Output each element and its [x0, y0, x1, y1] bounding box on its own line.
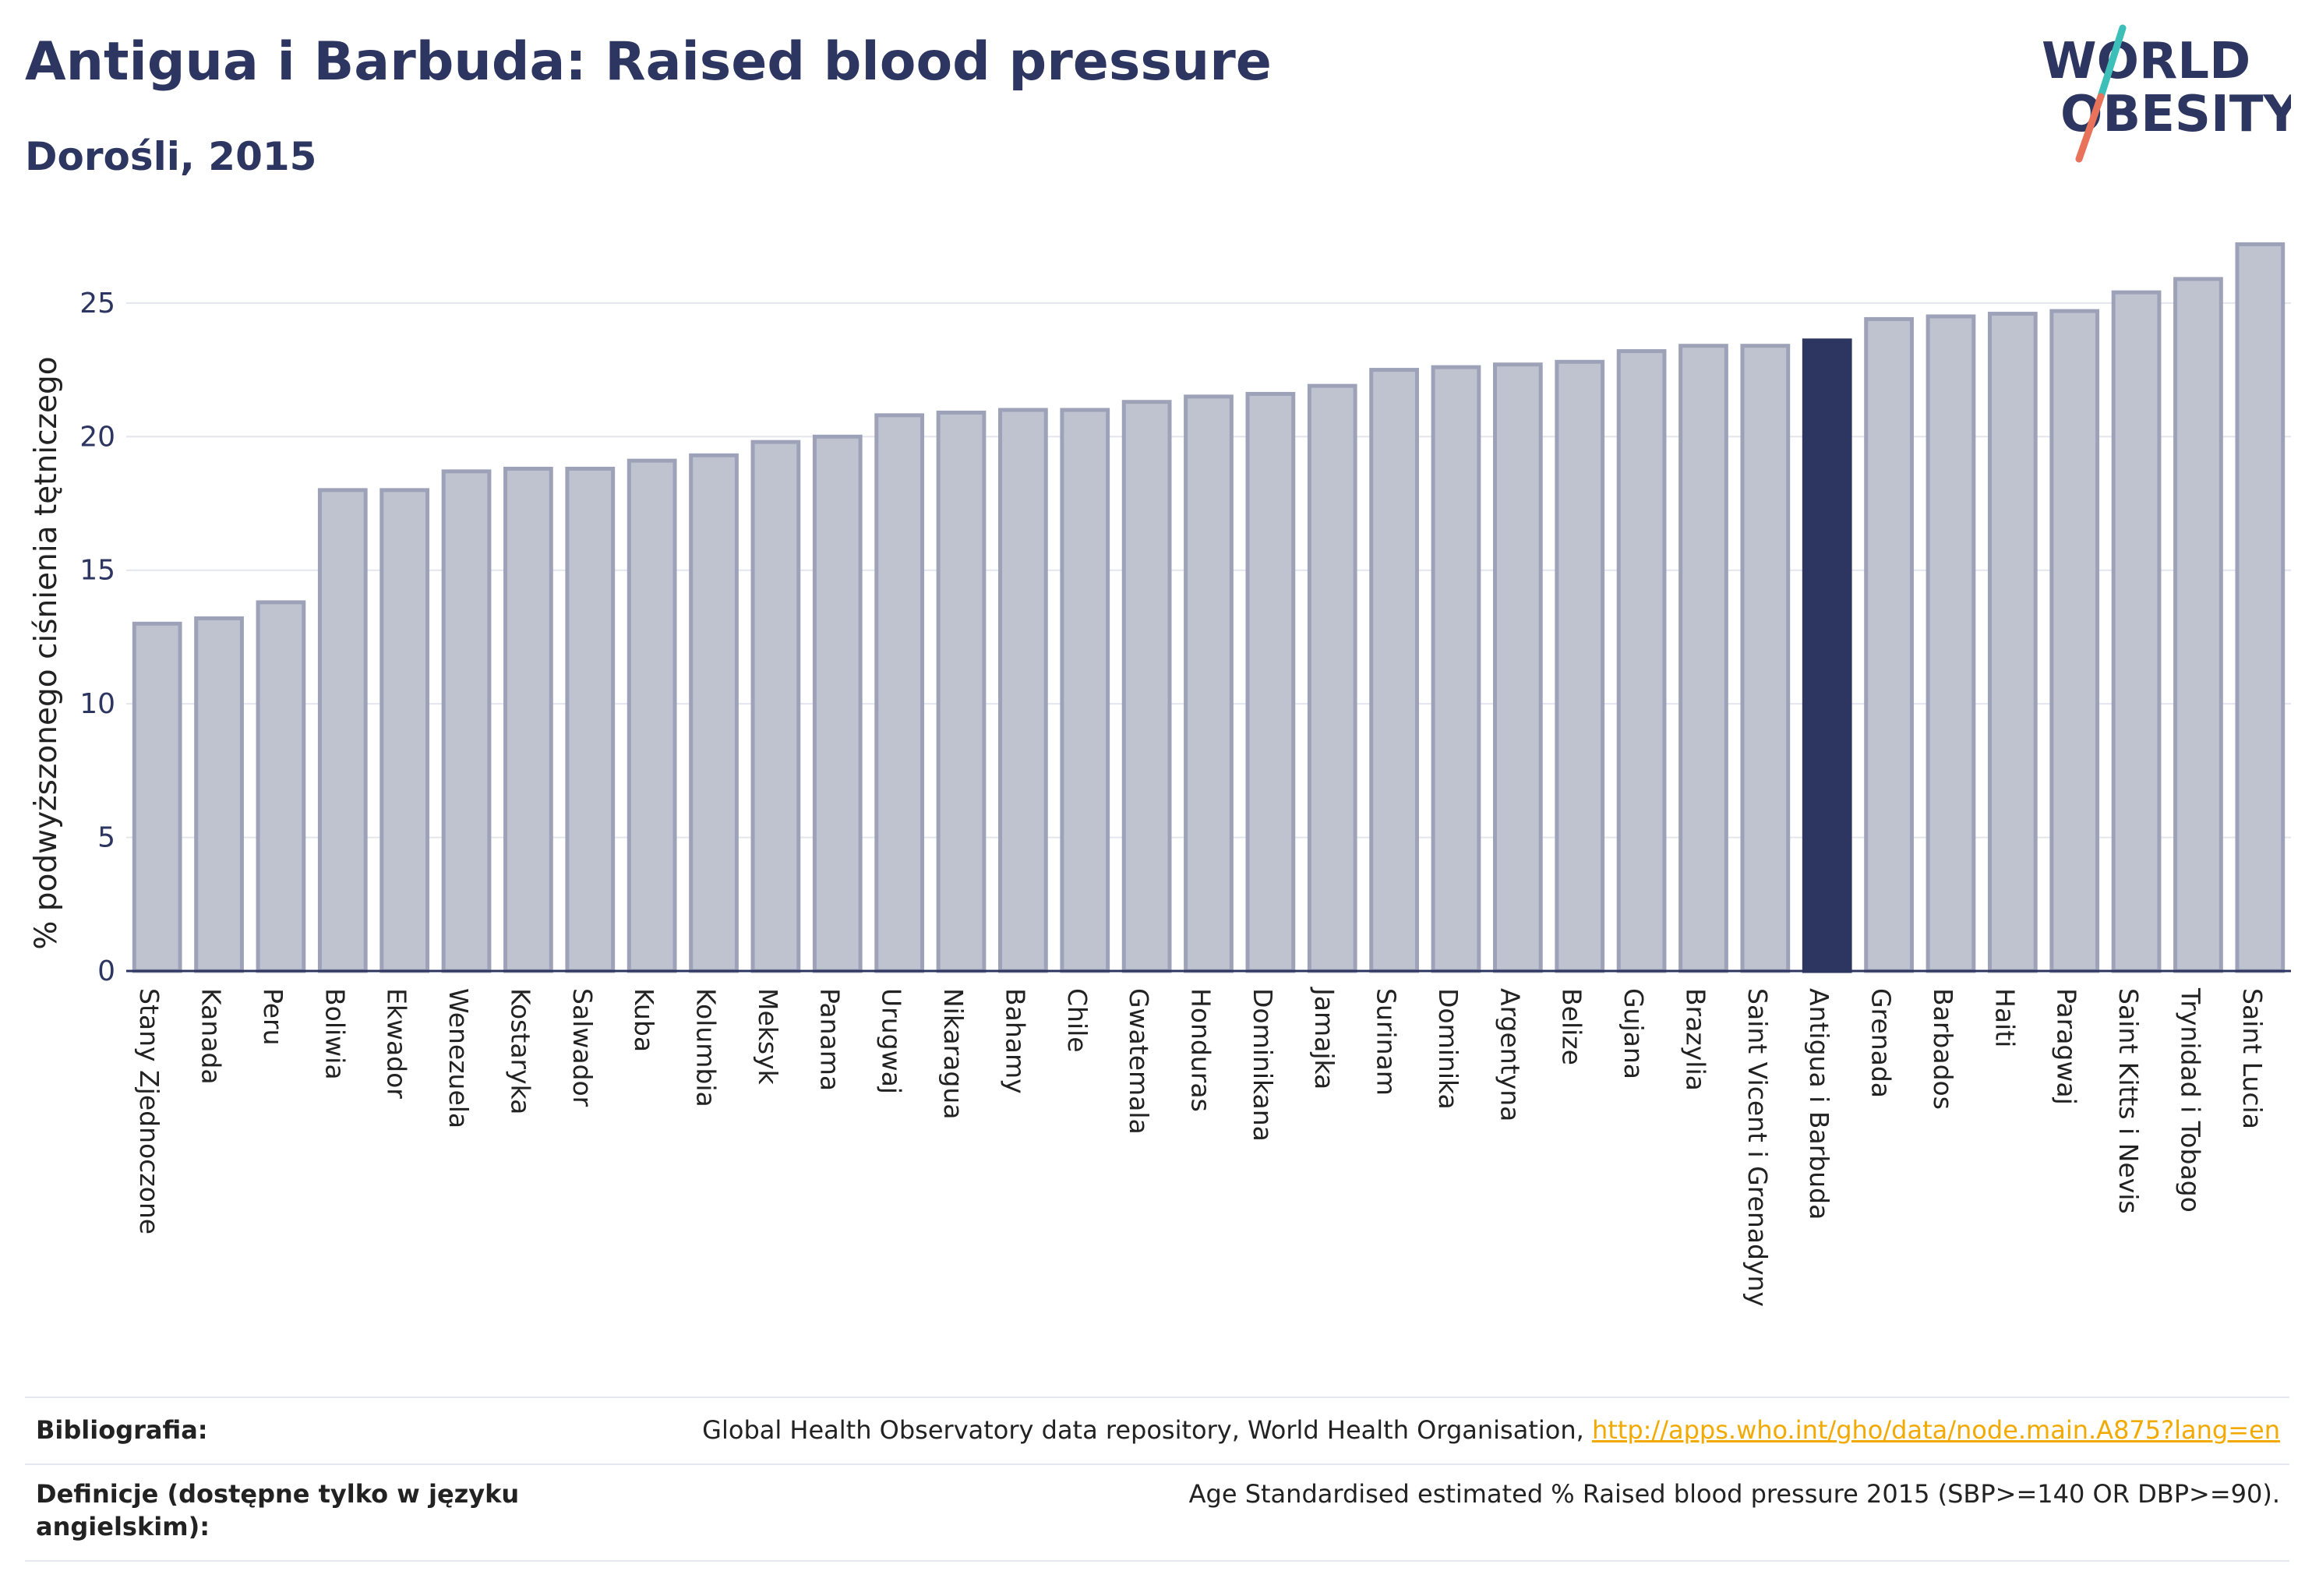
- bibliography-row: Bibliografia: Global Health Observatory …: [25, 1396, 2289, 1464]
- bar-argentyna[interactable]: [1492, 362, 1543, 973]
- bar-grenada[interactable]: [1864, 316, 1914, 973]
- y-tick-label: 10: [79, 688, 115, 720]
- logo-line-world: WORLD: [2042, 33, 2250, 90]
- bar-dominika[interactable]: [1431, 365, 1481, 973]
- x-tick-label: Honduras: [1186, 988, 1216, 1112]
- x-tick-label: Brazylia: [1680, 988, 1710, 1091]
- bar-chart: 0 5 10 15 20 25 Stany Zjednoczone Kanada Peru Bo…: [29, 242, 2291, 1307]
- bar-salwador[interactable]: [565, 466, 616, 973]
- definitions-value: Age Standardised estimated % Raised bloo…: [1188, 1479, 2280, 1509]
- bar-dominikana[interactable]: [1245, 391, 1296, 973]
- bar-antigua-i-barbuda[interactable]: [1802, 338, 1852, 973]
- x-tick-label: Salwador: [567, 988, 598, 1107]
- definitions-row: Definicje (dostępne tylko w języku angie…: [25, 1464, 2289, 1562]
- bar-honduras[interactable]: [1184, 394, 1234, 973]
- x-tick-label: Ekwador: [382, 988, 412, 1099]
- definitions-label: Definicje (dostępne tylko w języku angie…: [36, 1479, 520, 1541]
- bar-saint-kitts-i-nevis[interactable]: [2111, 290, 2162, 973]
- bar-saint-vicent-i-grenadyny[interactable]: [1740, 344, 1791, 973]
- x-tick-label: Nikaragua: [938, 988, 969, 1119]
- bar-kuba[interactable]: [627, 458, 677, 973]
- bar-kolumbia[interactable]: [689, 453, 739, 973]
- world-obesity-logo: WORLD OBESITY: [2042, 24, 2291, 163]
- x-tick-label: Gujana: [1618, 988, 1649, 1079]
- bar-bahamy[interactable]: [998, 408, 1048, 973]
- bar-brazylia[interactable]: [1678, 344, 1728, 973]
- bar-belize[interactable]: [1555, 359, 1605, 973]
- x-tick-label: Trynidad i Tobago: [2175, 987, 2205, 1213]
- x-tick-label: Paragwaj: [2052, 988, 2082, 1105]
- bar-panama[interactable]: [812, 434, 863, 973]
- x-tick-label: Dominikana: [1248, 988, 1278, 1142]
- footer-table: Bibliografia: Global Health Observatory …: [25, 1396, 2289, 1562]
- page-title: Antigua i Barbuda: Raised blood pressure: [25, 31, 1272, 93]
- bar-jamajka[interactable]: [1307, 383, 1357, 973]
- x-axis-labels: Stany Zjednoczone Kanada Peru Boliwia Ekwado…: [134, 987, 2268, 1307]
- bar-nikaragua[interactable]: [936, 410, 987, 973]
- bar-barbados[interactable]: [1926, 314, 1976, 973]
- bibliography-link[interactable]: http://apps.who.int/gho/data/node.main.A…: [1591, 1415, 2280, 1445]
- bar-boliwia[interactable]: [317, 488, 368, 973]
- y-axis-label: % podwyższonego ciśnienia tętniczego: [29, 356, 64, 949]
- bar-urugwaj[interactable]: [874, 413, 925, 973]
- y-axis-ticks: 0 5 10 15 20 25: [79, 288, 115, 987]
- x-tick-label: Kanada: [196, 988, 227, 1085]
- y-tick-label: 25: [79, 288, 115, 320]
- x-tick-label: Belize: [1557, 988, 1587, 1065]
- bibliography-label: Bibliografia:: [36, 1415, 208, 1445]
- x-tick-label: Urugwaj: [877, 988, 907, 1094]
- bar-stany-zjednoczone[interactable]: [132, 621, 182, 973]
- bar-paragwaj[interactable]: [2049, 309, 2100, 973]
- x-tick-label: Saint Vicent i Grenadyny: [1742, 988, 1773, 1307]
- logo-slash-teal: [2097, 24, 2127, 101]
- x-tick-label: Panama: [814, 988, 845, 1091]
- bar-trynidad-i-tobago[interactable]: [2173, 277, 2223, 973]
- bibliography-value: Global Health Observatory data repositor…: [702, 1414, 2280, 1446]
- y-tick-label: 5: [97, 822, 115, 854]
- y-tick-label: 20: [79, 421, 115, 453]
- page-subtitle: Dorośli, 2015: [25, 134, 317, 179]
- x-tick-label: Haiti: [1989, 988, 2020, 1047]
- bar-chile[interactable]: [1060, 408, 1110, 973]
- bar-gwatemala[interactable]: [1121, 400, 1172, 973]
- x-tick-label: Argentyna: [1495, 988, 1525, 1121]
- x-tick-label: Grenada: [1866, 988, 1897, 1098]
- x-tick-label: Peru: [258, 988, 288, 1046]
- bar-kostaryka[interactable]: [503, 466, 553, 973]
- x-tick-label: Wenezuela: [443, 988, 474, 1128]
- bar-kanada[interactable]: [194, 616, 244, 973]
- x-tick-label: Gwatemala: [1124, 988, 1154, 1135]
- bar-meksyk[interactable]: [750, 440, 801, 973]
- logo-slash-coral: [2075, 93, 2105, 163]
- x-tick-label: Stany Zjednoczone: [134, 988, 164, 1234]
- x-tick-label: Jamajka: [1309, 987, 1340, 1089]
- x-tick-label: Boliwia: [319, 988, 350, 1080]
- x-tick-label: Barbados: [1928, 988, 1958, 1110]
- y-tick-label: 15: [79, 555, 115, 587]
- x-tick-label: Kolumbia: [691, 988, 722, 1107]
- bar-wenezuela[interactable]: [441, 469, 492, 973]
- bar-ekwador[interactable]: [379, 488, 430, 973]
- y-tick-label: 0: [97, 955, 115, 987]
- x-tick-label: Kostaryka: [505, 988, 535, 1114]
- x-tick-label: Kuba: [629, 988, 659, 1052]
- x-tick-label: Saint Lucia: [2237, 988, 2268, 1129]
- x-tick-label: Meksyk: [753, 988, 783, 1086]
- x-tick-label: Surinam: [1371, 988, 1402, 1096]
- bars: [132, 242, 2286, 973]
- bar-gujana[interactable]: [1616, 349, 1667, 973]
- x-tick-label: Dominika: [1433, 988, 1463, 1110]
- x-tick-label: Saint Kitts i Nevis: [2113, 988, 2144, 1214]
- bar-surinam[interactable]: [1369, 368, 1419, 973]
- bibliography-text: Global Health Observatory data repositor…: [702, 1415, 1592, 1445]
- x-tick-label: Antigua i Barbuda: [1804, 988, 1834, 1220]
- bar-saint-lucia[interactable]: [2235, 242, 2286, 973]
- x-tick-label: Bahamy: [1000, 988, 1030, 1094]
- bar-peru[interactable]: [256, 600, 306, 973]
- bar-haiti[interactable]: [1987, 312, 2038, 973]
- x-tick-label: Chile: [1062, 988, 1092, 1053]
